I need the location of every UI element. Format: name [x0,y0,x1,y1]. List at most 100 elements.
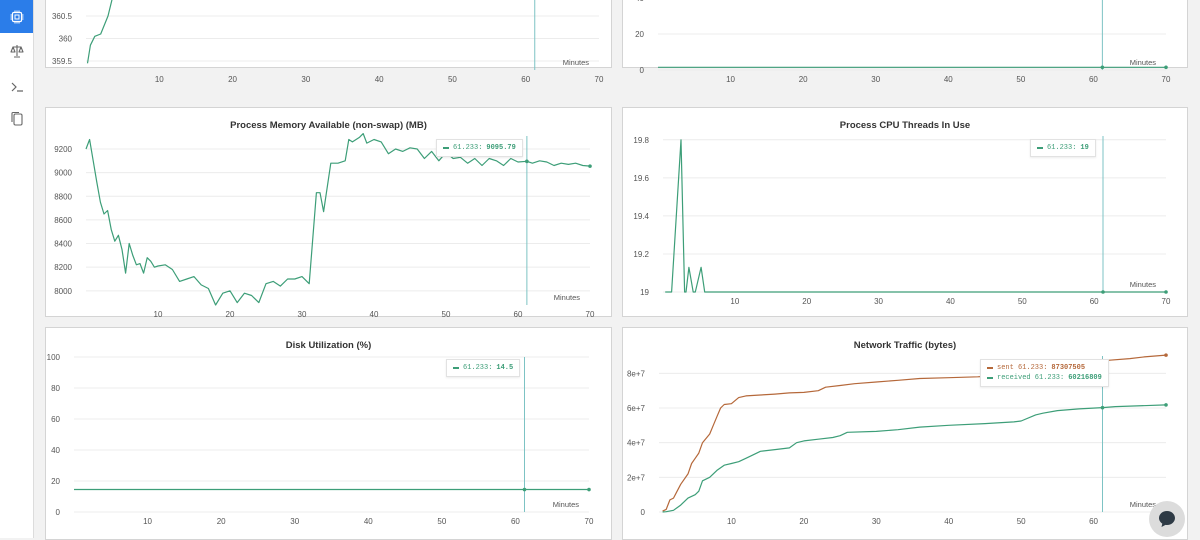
legend-label: 61.233: [463,364,493,372]
series-line [665,139,1166,293]
legend-label: received 61.233: [997,374,1065,382]
legend-value: 9095.79 [486,144,516,152]
y-tick-label: 8000 [54,287,72,296]
y-tick-label: 100 [47,353,61,362]
legend-entry: 61.233: 9095.79 [443,143,516,153]
chat-button[interactable] [1149,501,1185,537]
y-tick-label: 8200 [54,263,72,272]
sidebar-item-system[interactable] [0,0,33,33]
chart-svg: 19 19.2 19.4 19.6 19.8 10 20 30 40 50 60 70 Minutes [633,136,1171,306]
y-tick-label: 0 [56,508,61,517]
legend-swatch [987,377,993,379]
legend-swatch [443,147,449,149]
legend-entry: sent 61.233: 87307505 [987,363,1102,373]
legend-swatch [453,367,459,369]
x-tick-label: 10 [726,75,735,84]
x-tick-label: 10 [730,297,739,306]
chart-title: Process CPU Threads In Use [839,120,971,131]
hover-legend: 61.233: 19 [1030,139,1096,157]
y-tick-label: 19.8 [633,136,649,145]
chart-panel-network: Network Traffic (bytes) 0 2e+7 4e+7 6e+7 8e+7… [622,327,1188,540]
series-point [1100,65,1105,70]
legend-label: 61.233: [453,144,483,152]
x-tick-label: 20 [799,75,808,84]
y-tick-label: 2e+7 [627,473,646,482]
series-point [1164,65,1168,70]
y-tick-label: 20 [51,477,60,486]
chart-panel-threads: Process CPU Threads In Use 19 19.2 19.4 19.6… [622,107,1188,317]
x-tick-label: 50 [1017,517,1026,526]
legend-label: sent 61.233: [997,364,1048,372]
x-tick-label: 70 [1162,297,1171,306]
y-tick-label: 40 [635,0,644,3]
y-tick-label: 359.5 [52,57,73,66]
series-point [1164,403,1168,407]
x-tick-label: 40 [370,310,379,319]
y-tick-label: 40 [51,446,60,455]
y-tick-label: 8400 [54,240,72,249]
x-tick-label: 30 [298,310,307,319]
x-tick-label: 30 [301,75,310,84]
x-tick-label: 20 [226,310,235,319]
series-point [588,164,592,168]
chat-bubble-icon [1159,511,1175,527]
chart-panel-top-right: 0 20 40 10 20 30 40 50 60 70 Minutes [622,0,1188,84]
y-tick-label: 360.5 [52,12,73,21]
sidebar-item-model[interactable] [0,34,33,67]
x-tick-label: 60 [511,517,520,526]
x-tick-label: 20 [228,75,237,84]
sidebar-item-logs[interactable] [0,70,33,103]
legend-swatch [1037,147,1043,149]
series-point [522,487,527,492]
legend-entry: 61.233: 14.5 [453,363,513,373]
chart-panel-memory: Process Memory Available (non-swap) (MB)… [45,107,612,319]
x-tick-label: 50 [442,310,451,319]
legend-value: 60216809 [1068,374,1102,382]
series-point [525,159,529,164]
sidebar-item-files[interactable] [0,102,33,135]
chart-title: Network Traffic (bytes) [853,340,957,351]
x-tick-label: 40 [944,517,953,526]
chart-svg: 359.5 360 360.5 10 20 30 40 50 60 70 Minutes [52,0,604,84]
chart-svg: 0 20 40 60 80 100 10 20 30 40 50 60 70 Minutes [47,353,594,526]
series-point [1100,405,1105,410]
x-tick-label: 70 [586,310,595,319]
series-point [587,487,591,492]
legend-value: 14.5 [496,364,514,372]
y-tick-label: 0 [641,508,646,517]
y-tick-label: 19 [640,288,649,297]
chart-title: Process Memory Available (non-swap) (MB) [230,120,427,131]
x-tick-label: 50 [1016,75,1025,84]
series-line [85,133,591,306]
y-tick-label: 4e+7 [627,439,646,448]
x-tick-label: 20 [217,517,226,526]
legend-entry: 61.233: 19 [1037,143,1089,153]
y-tick-label: 20 [635,30,644,39]
series-line [662,404,1167,513]
legend-value: 87307505 [1051,364,1086,372]
x-axis-label: Minutes [553,500,580,509]
chart-title: Disk Utilization (%) [285,340,372,351]
y-tick-label: 60 [51,415,60,424]
x-tick-label: 10 [143,517,152,526]
x-tick-label: 40 [364,517,373,526]
x-tick-label: 30 [872,517,881,526]
y-tick-label: 19.2 [633,250,649,259]
y-tick-label: 8800 [54,192,72,201]
x-axis-label: Minutes [1130,58,1157,67]
x-axis-label: Minutes [1130,280,1157,289]
files-icon [10,111,23,126]
x-tick-label: 60 [514,310,523,319]
series-point [1101,290,1105,294]
y-tick-label: 6e+7 [627,404,646,413]
x-tick-label: 50 [437,517,446,526]
x-tick-label: 60 [1090,297,1099,306]
x-tick-label: 40 [944,75,953,84]
x-tick-label: 30 [290,517,299,526]
x-tick-label: 10 [155,75,164,84]
y-tick-label: 8e+7 [627,369,646,378]
chart-svg: 8000 8200 8400 8600 8800 9000 9200 10 20 30 40 50 60… [54,133,595,319]
legend-value: 19 [1080,144,1089,152]
x-tick-label: 70 [595,75,604,84]
y-tick-label: 19.6 [633,174,649,183]
